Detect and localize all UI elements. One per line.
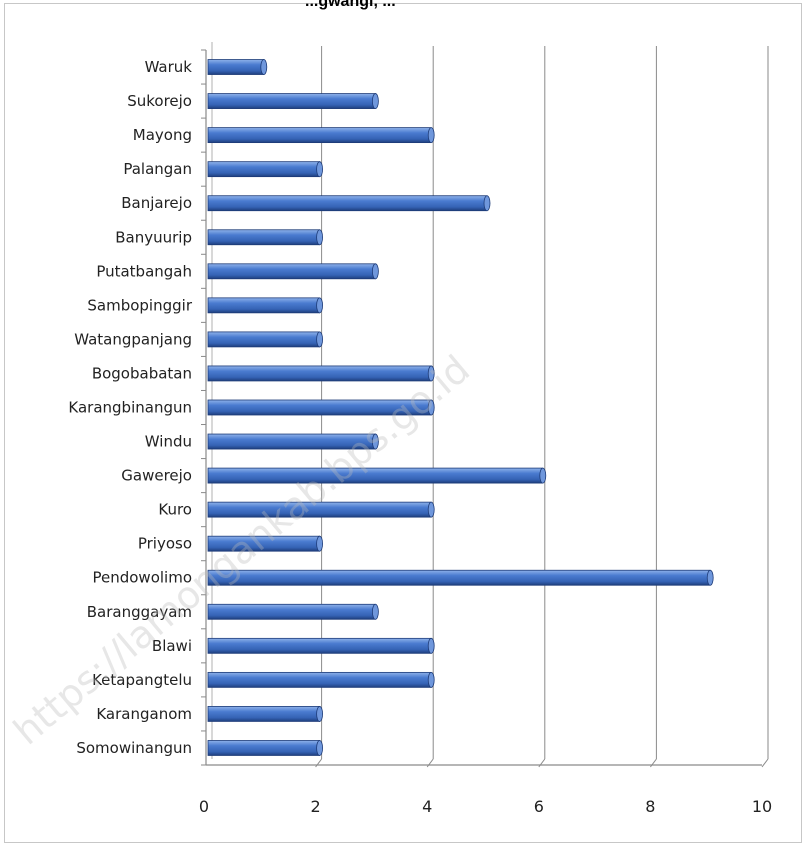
- bar: [207, 195, 491, 212]
- grid-line-depth: [315, 758, 323, 768]
- category-label: Windu: [145, 433, 192, 451]
- category-label: Priyoso: [138, 535, 192, 553]
- category-label: Pendowolimo: [92, 569, 192, 587]
- x-tick-labels: 0 2 4 6 8 10: [199, 797, 772, 816]
- grid-line-depth: [761, 758, 769, 768]
- chart-title-text: ...gwangi, ...: [305, 0, 396, 10]
- bar: [207, 127, 435, 144]
- category-label: Banyuurip: [115, 228, 192, 246]
- bar: [207, 331, 324, 348]
- x-tick-label: 4: [422, 797, 432, 816]
- bars: [207, 59, 714, 756]
- bar: [207, 603, 379, 620]
- bar: [207, 433, 379, 450]
- category-label: Ketapangtelu: [92, 671, 192, 689]
- category-label: Banjarejo: [121, 194, 192, 212]
- category-label: Putatbangah: [96, 262, 192, 280]
- bar: [207, 467, 547, 484]
- category-label: Sambopinggir: [87, 296, 192, 314]
- bar: [207, 59, 268, 75]
- category-label: Blawi: [152, 637, 192, 655]
- bar: [207, 569, 714, 586]
- x-tick-label: 8: [645, 797, 655, 816]
- category-label: Kuro: [158, 501, 192, 519]
- category-label: Watangpanjang: [74, 330, 192, 348]
- category-label: Gawerejo: [121, 467, 192, 485]
- bar: [207, 93, 379, 109]
- category-labels: Waruk Sukorejo Mayong Palangan Banjarejo Bany…: [68, 58, 192, 757]
- grid-line-depth: [426, 758, 434, 768]
- category-label: Baranggayam: [87, 603, 192, 621]
- bar: [207, 637, 435, 654]
- category-label: Waruk: [145, 58, 193, 76]
- grid-line-depth: [650, 758, 657, 768]
- bar: [207, 706, 324, 722]
- category-label: Somowinangun: [76, 739, 192, 757]
- grid-line-depth: [538, 758, 546, 768]
- bar: [207, 535, 324, 552]
- bar: [207, 161, 324, 178]
- chart-title: ...gwangi, ...: [305, 0, 725, 13]
- category-label: Bogobabatan: [92, 364, 192, 382]
- category-label: Sukorejo: [127, 92, 192, 110]
- category-label: Palangan: [123, 160, 192, 178]
- bar: [207, 297, 324, 314]
- category-label: Karangbinangun: [68, 399, 192, 417]
- bar: [207, 501, 435, 518]
- x-tick-label: 6: [534, 797, 544, 816]
- bar: [207, 740, 324, 756]
- bar: [207, 229, 324, 246]
- bar: [207, 671, 435, 688]
- x-tick-label: 0: [199, 797, 209, 816]
- bar: [207, 399, 435, 416]
- category-label: Mayong: [133, 126, 192, 144]
- x-tick-label: 10: [752, 797, 772, 816]
- x-tick-label: 2: [311, 797, 321, 816]
- bar: [207, 263, 379, 280]
- bar: [207, 365, 435, 382]
- category-label: Karanganom: [96, 705, 192, 723]
